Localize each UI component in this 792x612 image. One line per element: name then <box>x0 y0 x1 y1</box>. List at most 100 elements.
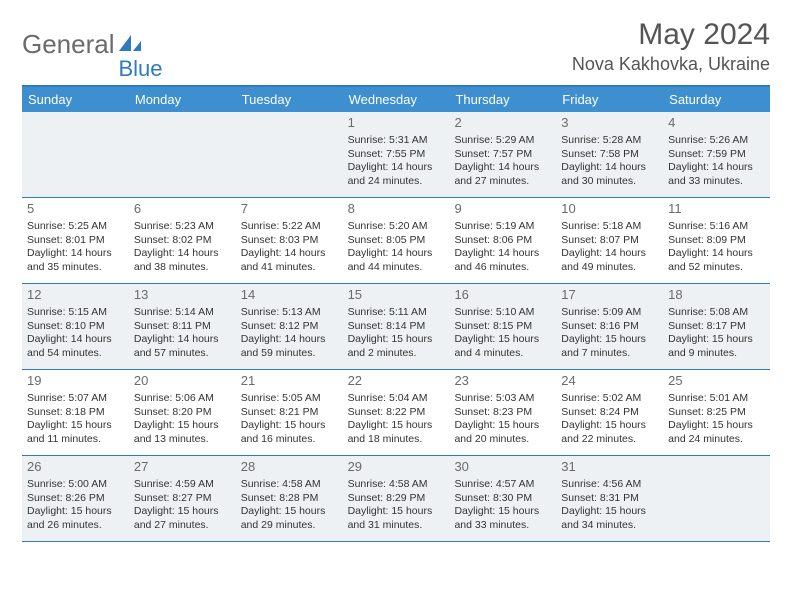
daylight-text: Daylight: 15 hours and 22 minutes. <box>561 419 658 446</box>
daylight-text: Daylight: 14 hours and 44 minutes. <box>348 247 445 274</box>
day-number: 11 <box>668 201 765 218</box>
day-cell: 1Sunrise: 5:31 AMSunset: 7:55 PMDaylight… <box>343 112 450 197</box>
daylight-text: Daylight: 15 hours and 7 minutes. <box>561 333 658 360</box>
daylight-text: Daylight: 14 hours and 30 minutes. <box>561 161 658 188</box>
sunrise-text: Sunrise: 5:05 AM <box>241 392 338 406</box>
sunrise-text: Sunrise: 5:11 AM <box>348 306 445 320</box>
weekday-header-cell: Saturday <box>663 87 770 112</box>
day-cell: 24Sunrise: 5:02 AMSunset: 8:24 PMDayligh… <box>556 370 663 455</box>
day-cell: 15 Sunrise: 5:11 AMSunset: 8:14 PMDayligh… <box>343 284 450 369</box>
day-cell: 22Sunrise: 5:04 AMSunset: 8:22 PMDayligh… <box>343 370 450 455</box>
sunset-text: Sunset: 7:57 PM <box>454 148 551 162</box>
sunset-text: Sunset: 8:29 PM <box>348 492 445 506</box>
sunrise-text: Sunrise: 5:07 AM <box>27 392 124 406</box>
daylight-text: Daylight: 14 hours and 59 minutes. <box>241 333 338 360</box>
day-number: 17 <box>561 287 658 304</box>
day-number: 2 <box>454 115 551 132</box>
daylight-text: Daylight: 15 hours and 27 minutes. <box>134 505 231 532</box>
day-cell: 25Sunrise: 5:01 AMSunset: 8:25 PMDayligh… <box>663 370 770 455</box>
daylight-text: Daylight: 15 hours and 31 minutes. <box>348 505 445 532</box>
day-cell: 21Sunrise: 5:05 AMSunset: 8:21 PMDayligh… <box>236 370 343 455</box>
day-number: 10 <box>561 201 658 218</box>
day-cell: 8Sunrise: 5:20 AMSunset: 8:05 PMDaylight… <box>343 198 450 283</box>
sunrise-text: Sunrise: 5:26 AM <box>668 134 765 148</box>
day-cell <box>236 112 343 197</box>
day-number: 13 <box>134 287 231 304</box>
day-number: 22 <box>348 373 445 390</box>
calendar: SundayMondayTuesdayWednesdayThursdayFrid… <box>22 85 770 542</box>
weekday-header-cell: Monday <box>129 87 236 112</box>
day-number: 24 <box>561 373 658 390</box>
day-number: 23 <box>454 373 551 390</box>
sunset-text: Sunset: 7:58 PM <box>561 148 658 162</box>
weekday-header-cell: Friday <box>556 87 663 112</box>
day-cell: 12Sunrise: 5:15 AMSunset: 8:10 PMDayligh… <box>22 284 129 369</box>
sunset-text: Sunset: 8:23 PM <box>454 406 551 420</box>
sunrise-text: Sunrise: 5:16 AM <box>668 220 765 234</box>
sunset-text: Sunset: 8:10 PM <box>27 320 124 334</box>
sunrise-text: Sunrise: 4:59 AM <box>134 478 231 492</box>
day-cell <box>663 456 770 541</box>
sunset-text: Sunset: 8:14 PM <box>348 320 445 334</box>
day-cell: 18Sunrise: 5:08 AMSunset: 8:17 PMDayligh… <box>663 284 770 369</box>
sunset-text: Sunset: 8:02 PM <box>134 234 231 248</box>
day-number: 20 <box>134 373 231 390</box>
sunset-text: Sunset: 8:09 PM <box>668 234 765 248</box>
location-subtitle: Nova Kakhovka, Ukraine <box>572 54 770 75</box>
sunset-text: Sunset: 8:03 PM <box>241 234 338 248</box>
sunrise-text: Sunrise: 5:18 AM <box>561 220 658 234</box>
sunrise-text: Sunrise: 5:09 AM <box>561 306 658 320</box>
week-row: 1Sunrise: 5:31 AMSunset: 7:55 PMDaylight… <box>22 112 770 198</box>
page-header: General Blue May 2024 Nova Kakhovka, Ukr… <box>22 18 770 75</box>
daylight-text: Daylight: 15 hours and 34 minutes. <box>561 505 658 532</box>
daylight-text: Daylight: 15 hours and 2 minutes. <box>348 333 445 360</box>
day-cell: 7Sunrise: 5:22 AMSunset: 8:03 PMDaylight… <box>236 198 343 283</box>
sunset-text: Sunset: 8:26 PM <box>27 492 124 506</box>
daylight-text: Daylight: 14 hours and 33 minutes. <box>668 161 765 188</box>
day-number: 26 <box>27 459 124 476</box>
logo: General Blue <box>22 18 167 70</box>
sunset-text: Sunset: 7:55 PM <box>348 148 445 162</box>
weekday-header-cell: Wednesday <box>343 87 450 112</box>
day-cell: 19Sunrise: 5:07 AMSunset: 8:18 PMDayligh… <box>22 370 129 455</box>
weekday-header-cell: Sunday <box>22 87 129 112</box>
day-number: 7 <box>241 201 338 218</box>
title-block: May 2024 Nova Kakhovka, Ukraine <box>572 18 770 75</box>
day-cell: 16Sunrise: 5:10 AMSunset: 8:15 PMDayligh… <box>449 284 556 369</box>
day-cell: 27Sunrise: 4:59 AMSunset: 8:27 PMDayligh… <box>129 456 236 541</box>
logo-text-blue: Blue <box>119 56 163 82</box>
logo-text-general: General <box>22 29 115 60</box>
weekday-header-cell: Tuesday <box>236 87 343 112</box>
day-number: 1 <box>348 115 445 132</box>
daylight-text: Daylight: 15 hours and 29 minutes. <box>241 505 338 532</box>
sunrise-text: Sunrise: 5:10 AM <box>454 306 551 320</box>
sunrise-text: Sunrise: 4:58 AM <box>348 478 445 492</box>
sunrise-text: Sunrise: 4:57 AM <box>454 478 551 492</box>
daylight-text: Daylight: 15 hours and 4 minutes. <box>454 333 551 360</box>
day-cell: 29Sunrise: 4:58 AMSunset: 8:29 PMDayligh… <box>343 456 450 541</box>
sunset-text: Sunset: 8:30 PM <box>454 492 551 506</box>
day-cell: 20Sunrise: 5:06 AMSunset: 8:20 PMDayligh… <box>129 370 236 455</box>
day-number: 27 <box>134 459 231 476</box>
sunset-text: Sunset: 8:16 PM <box>561 320 658 334</box>
day-number: 31 <box>561 459 658 476</box>
sunrise-text: Sunrise: 5:06 AM <box>134 392 231 406</box>
sunrise-text: Sunrise: 4:56 AM <box>561 478 658 492</box>
sunrise-text: Sunrise: 5:23 AM <box>134 220 231 234</box>
day-number: 15 <box>348 287 445 304</box>
day-number: 6 <box>134 201 231 218</box>
month-title: May 2024 <box>572 18 770 52</box>
day-number: 12 <box>27 287 124 304</box>
day-cell: 5Sunrise: 5:25 AMSunset: 8:01 PMDaylight… <box>22 198 129 283</box>
sunset-text: Sunset: 8:31 PM <box>561 492 658 506</box>
sunrise-text: Sunrise: 5:28 AM <box>561 134 658 148</box>
day-number: 5 <box>27 201 124 218</box>
sunrise-text: Sunrise: 5:25 AM <box>27 220 124 234</box>
logo-sail-icon <box>117 29 143 60</box>
day-number: 8 <box>348 201 445 218</box>
day-number: 19 <box>27 373 124 390</box>
sunset-text: Sunset: 8:20 PM <box>134 406 231 420</box>
sunrise-text: Sunrise: 5:29 AM <box>454 134 551 148</box>
day-cell: 31 Sunrise: 4:56 AMSunset: 8:31 PMDayligh… <box>556 456 663 541</box>
day-cell: 23Sunrise: 5:03 AMSunset: 8:23 PMDayligh… <box>449 370 556 455</box>
